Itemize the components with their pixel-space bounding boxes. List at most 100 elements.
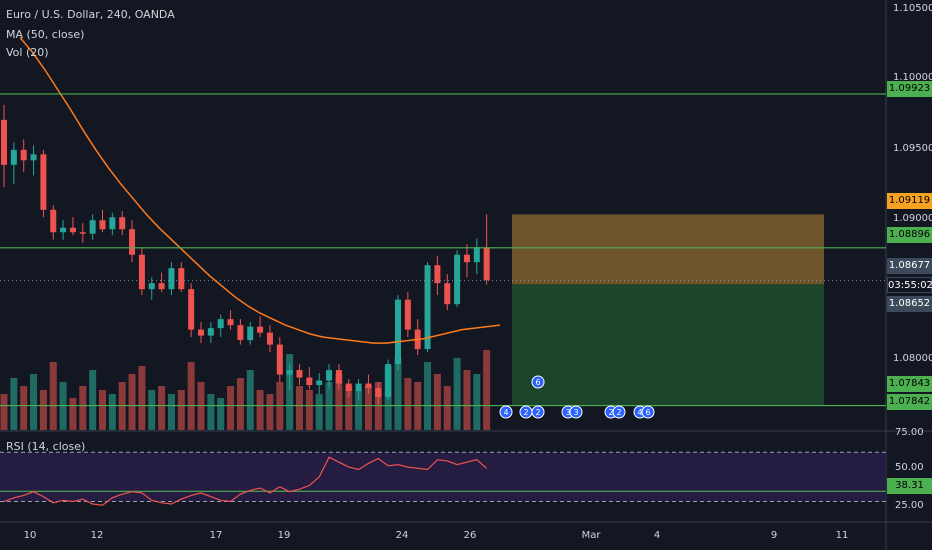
event-badge-count: 2 <box>608 408 613 417</box>
volume-bar <box>256 390 264 430</box>
price-tick: 1.10000 <box>893 72 932 83</box>
candle-body <box>237 325 244 341</box>
candle-body <box>444 283 451 305</box>
volume-bar <box>355 390 363 430</box>
price-tick: 1.09000 <box>893 213 932 224</box>
candle-body <box>483 247 490 281</box>
candle-body <box>404 299 411 330</box>
event-badge-count: 2 <box>616 408 621 417</box>
event-badge[interactable] <box>641 405 655 419</box>
candle-body <box>30 154 37 161</box>
volume-bar <box>69 398 77 430</box>
candle-body <box>148 283 155 290</box>
stop-price-tag: 1.09119 <box>887 193 932 209</box>
time-tick: 24 <box>395 530 409 541</box>
volume-bar <box>364 386 372 430</box>
candle-body <box>79 232 86 234</box>
candle-body <box>473 247 480 263</box>
candle-body <box>454 254 461 305</box>
candle-body <box>345 383 352 392</box>
event-badge[interactable] <box>612 405 626 419</box>
candle-body <box>89 220 96 234</box>
candle-body <box>138 254 145 290</box>
time-tick: 4 <box>653 530 661 541</box>
volume-bar <box>463 370 471 430</box>
candle-body <box>198 329 204 336</box>
volume-bar <box>424 362 432 430</box>
candle-body <box>10 149 17 165</box>
volume-legend[interactable]: Vol (20) <box>6 46 49 59</box>
rsi-line <box>3 456 487 506</box>
time-tick: 19 <box>277 530 291 541</box>
event-badge-count: 4 <box>503 408 508 417</box>
event-badge[interactable] <box>531 375 545 389</box>
rsi-legend[interactable]: RSI (14, close) <box>6 440 86 453</box>
candle-body <box>326 370 333 381</box>
candle-body <box>375 388 382 398</box>
rsi-level-tag: 38.31 <box>887 478 932 494</box>
candle-body <box>129 229 136 255</box>
rsi-tick: 75.00 <box>895 427 924 438</box>
moving-average-line <box>19 37 501 344</box>
candle-body <box>276 344 283 375</box>
volume-bar <box>20 386 28 430</box>
event-badge-count: 6 <box>535 378 540 387</box>
event-badge[interactable] <box>499 405 513 419</box>
volume-bar <box>483 350 491 430</box>
volume-bar <box>158 386 166 430</box>
volume-bar <box>89 370 97 430</box>
event-badge[interactable] <box>569 405 583 419</box>
candle-body <box>227 319 234 326</box>
candle-body <box>158 283 165 290</box>
symbol-legend[interactable]: Euro / U.S. Dollar, 240, OANDA <box>6 8 175 21</box>
event-badge-count: 3 <box>573 408 578 417</box>
candle-body <box>257 326 264 333</box>
candle-body <box>1 119 7 165</box>
rsi-band <box>0 452 886 502</box>
volume-bar <box>167 394 175 430</box>
volume-bar <box>335 374 343 430</box>
volume-bar <box>10 378 18 430</box>
candle-body <box>365 383 372 389</box>
candle-body <box>424 265 431 350</box>
time-tick: 26 <box>463 530 477 541</box>
candle-body <box>247 326 254 341</box>
candle-body <box>217 319 224 329</box>
time-tick: 11 <box>835 530 849 541</box>
price-tick: 1.10500 <box>893 3 932 14</box>
volume-bar <box>207 394 215 430</box>
stop-loss-zone <box>512 214 824 285</box>
last-price-tag: 1.08677 <box>887 258 932 274</box>
event-badge-count: 6 <box>645 408 650 417</box>
time-tick: 10 <box>23 530 37 541</box>
candle-body <box>178 268 185 290</box>
event-badge[interactable] <box>531 405 545 419</box>
volume-bar <box>404 378 412 430</box>
ma-legend[interactable]: MA (50, close) <box>6 28 85 41</box>
volume-bar <box>305 390 313 430</box>
candle-body <box>40 154 47 210</box>
candle-body <box>385 364 392 398</box>
volume-bar <box>30 374 38 430</box>
volume-bar <box>394 358 402 430</box>
event-badge-count: 2 <box>535 408 540 417</box>
volume-bar <box>49 362 57 430</box>
volume-bar <box>266 394 274 430</box>
countdown-tag: 03:55:02 <box>887 277 932 293</box>
volume-bar <box>79 386 87 430</box>
volume-bar <box>286 354 294 430</box>
candle-body <box>296 370 303 378</box>
event-badge-count: 2 <box>523 408 528 417</box>
volume-bar <box>39 390 47 430</box>
volume-bar <box>443 386 451 430</box>
candle-body <box>109 217 116 230</box>
volume-bar <box>236 378 244 430</box>
volume-bar <box>246 370 254 430</box>
volume-bar <box>345 386 353 430</box>
level-low-tag: 1.07843 <box>887 376 932 392</box>
price-tick: 1.09500 <box>893 143 932 154</box>
candle-body <box>463 254 470 263</box>
candle-body <box>69 227 76 233</box>
volume-bar <box>128 374 136 430</box>
